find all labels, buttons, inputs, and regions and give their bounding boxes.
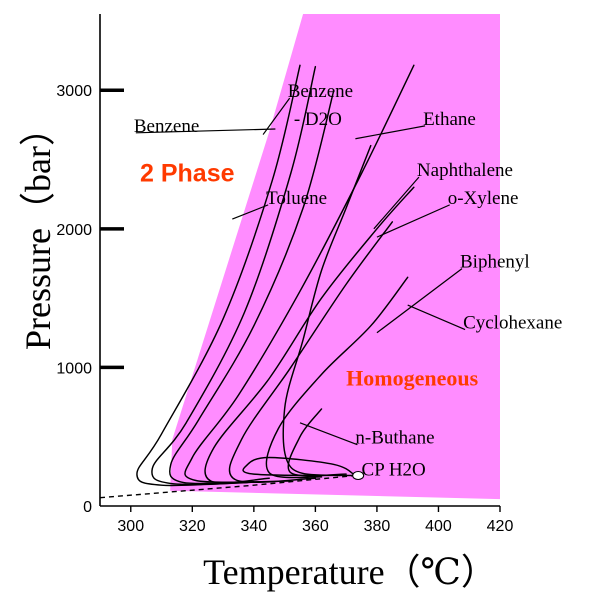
curve-labels: 2 Phase Homogeneous Benzene Benzene - D2O Tol… [134,81,562,480]
leader-line-n-buthane [299,422,358,446]
leader-line-naphthalene [373,176,420,230]
homogeneous-region-layer [170,14,500,500]
y-tick-label: 2000 [56,222,92,239]
curve-naphthalene [204,186,415,484]
leader-line-o-xylene [376,204,450,238]
x-tick-label: 360 [302,518,329,535]
label-benzene: Benzene [134,116,199,137]
x-tick-label: 400 [425,518,452,535]
x-axis-title: Temperature（℃） [203,552,497,592]
leader-line-toluene [232,204,269,220]
label-ethane: Ethane [423,109,476,130]
label-biphenyl: Biphenyl [460,252,530,273]
y-axis-title: Pressure（bar） [18,110,58,350]
curve-benzene [136,64,301,487]
axis-ticks: 300 320 340 360 380 400 420 0 1000 2000 3000 [56,83,513,535]
curve-cyclohexane [282,144,372,477]
curve-cp-h2o [242,456,357,477]
curve-toluene [168,89,335,485]
homogeneous-region [170,14,500,500]
label-cp-h2o: CP H2O [362,460,426,481]
critical-point-marker [352,470,365,481]
x-tick-label: 320 [179,518,206,535]
leader-line-biphenyl [376,268,463,334]
leader-line-benzene [135,128,276,134]
label-o-xylene: o-Xylene [448,188,519,209]
curve-benzene-d2o [151,65,317,486]
leader-line-cyclohexane [407,304,466,331]
label-cyclohexane: Cyclohexane [463,313,562,334]
curve-o-xylene [228,221,394,483]
curve-ethane [184,64,415,483]
label-naphthalene: Naphthalene [417,160,513,181]
curves [99,64,415,499]
curve-biphenyl [265,276,409,479]
region-label-2-phase: 2 Phase [140,160,235,188]
label-d2o: - D2O [294,109,342,130]
y-tick-label: 3000 [56,83,92,100]
leader-line-ethane [355,125,426,140]
x-tick-label: 340 [240,518,267,535]
axes [99,14,500,507]
region-label-homogeneous: Homogeneous [346,365,478,390]
x-tick-label: 300 [117,518,144,535]
x-tick-label: 420 [487,518,514,535]
label-n-buthane: n-Buthane [355,428,434,449]
y-tick-label: 1000 [56,360,92,377]
leader-line-benzene [262,97,291,135]
phase-boundary-dashed-line [99,474,356,499]
y-tick-label: 0 [83,499,92,516]
label-benzene: Benzene [288,81,353,102]
x-tick-label: 380 [364,518,391,535]
label-toluene: Toluene [266,188,327,209]
